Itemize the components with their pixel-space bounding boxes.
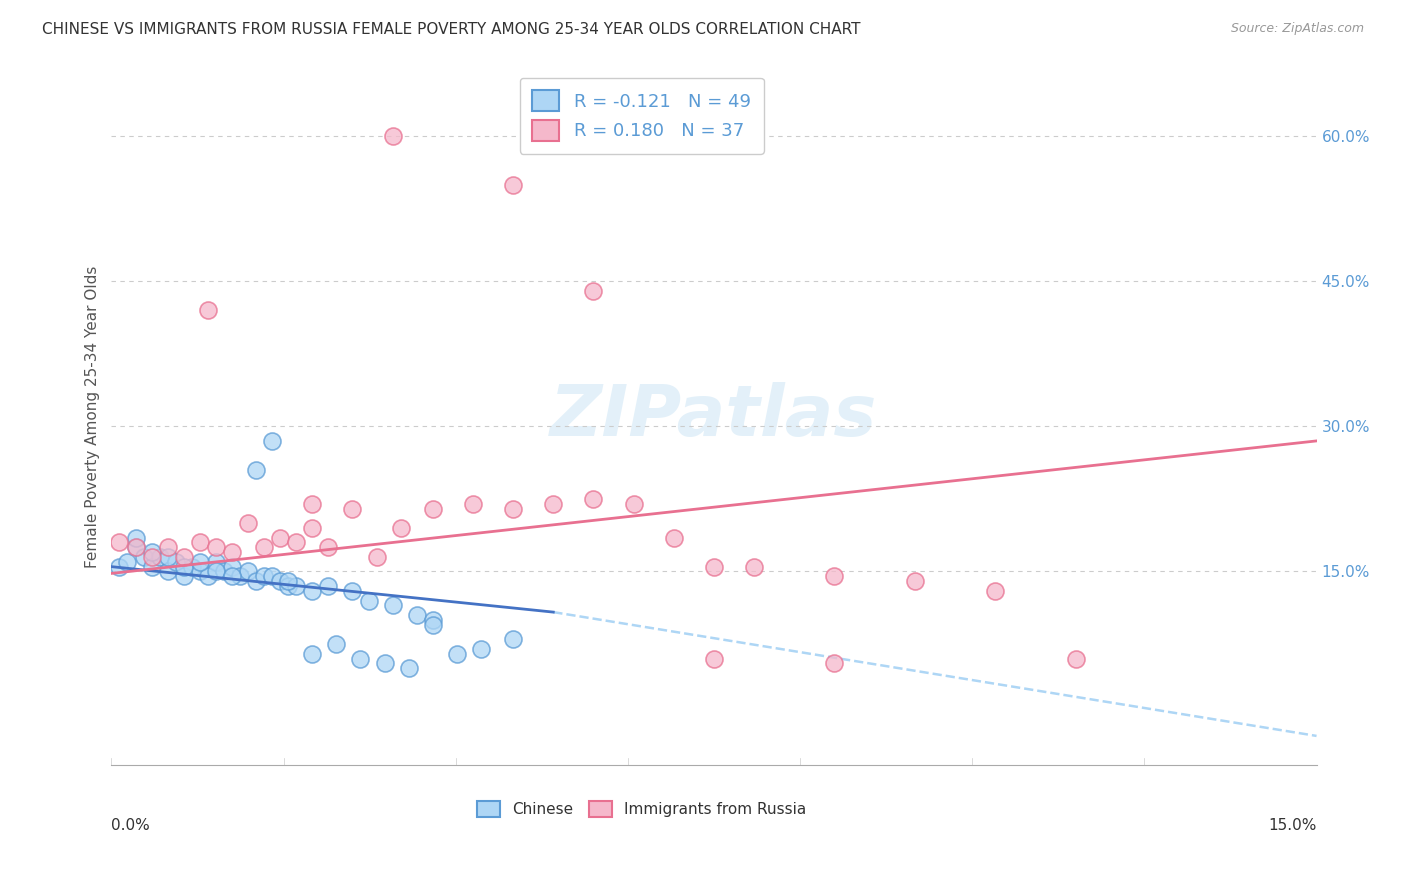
Point <box>156 565 179 579</box>
Point <box>132 549 155 564</box>
Point <box>245 463 267 477</box>
Point <box>374 657 396 671</box>
Point <box>262 569 284 583</box>
Point <box>582 491 605 506</box>
Point <box>197 303 219 318</box>
Point <box>108 559 131 574</box>
Point <box>221 559 243 574</box>
Point <box>156 541 179 555</box>
Point <box>381 129 404 144</box>
Point <box>262 434 284 448</box>
Text: Source: ZipAtlas.com: Source: ZipAtlas.com <box>1230 22 1364 36</box>
Point <box>824 569 846 583</box>
Point <box>173 569 195 583</box>
Point <box>141 559 163 574</box>
Y-axis label: Female Poverty Among 25-34 Year Olds: Female Poverty Among 25-34 Year Olds <box>86 266 100 568</box>
Point <box>197 569 219 583</box>
Point <box>141 545 163 559</box>
Point <box>205 541 228 555</box>
Point <box>543 497 565 511</box>
Point <box>318 579 340 593</box>
Point <box>124 531 146 545</box>
Point <box>904 574 927 589</box>
Point <box>502 501 524 516</box>
Point <box>124 541 146 555</box>
Legend: Chinese, Immigrants from Russia: Chinese, Immigrants from Russia <box>471 796 813 823</box>
Point <box>342 583 364 598</box>
Point <box>342 501 364 516</box>
Point <box>269 574 291 589</box>
Point <box>422 501 444 516</box>
Point <box>156 549 179 564</box>
Point <box>325 637 347 651</box>
Point <box>221 569 243 583</box>
Point <box>221 545 243 559</box>
Point <box>205 565 228 579</box>
Point <box>149 549 172 564</box>
Point <box>623 497 645 511</box>
Point <box>301 583 323 598</box>
Point <box>212 565 235 579</box>
Point <box>381 599 404 613</box>
Point <box>180 559 202 574</box>
Point <box>470 641 492 656</box>
Point <box>301 647 323 661</box>
Point <box>301 497 323 511</box>
Point <box>461 497 484 511</box>
Point <box>124 541 146 555</box>
Point <box>422 613 444 627</box>
Point <box>422 617 444 632</box>
Point <box>405 607 427 622</box>
Point <box>301 521 323 535</box>
Point <box>253 541 276 555</box>
Point <box>205 555 228 569</box>
Point <box>253 569 276 583</box>
Point <box>173 549 195 564</box>
Point <box>357 593 380 607</box>
Point <box>141 549 163 564</box>
Point <box>389 521 412 535</box>
Point <box>824 657 846 671</box>
Text: 0.0%: 0.0% <box>111 818 150 833</box>
Point <box>285 579 308 593</box>
Point <box>398 661 420 675</box>
Point <box>318 541 340 555</box>
Point <box>269 531 291 545</box>
Point <box>703 651 725 665</box>
Point <box>117 555 139 569</box>
Point <box>245 574 267 589</box>
Point <box>703 559 725 574</box>
Point <box>582 284 605 298</box>
Point <box>742 559 765 574</box>
Point <box>349 651 371 665</box>
Point <box>277 574 299 589</box>
Point <box>173 559 195 574</box>
Point <box>446 647 468 661</box>
Text: 15.0%: 15.0% <box>1268 818 1316 833</box>
Point <box>108 535 131 549</box>
Point <box>502 178 524 192</box>
Point <box>188 565 211 579</box>
Point <box>662 531 685 545</box>
Point <box>1064 651 1087 665</box>
Point <box>502 632 524 647</box>
Text: ZIPatlas: ZIPatlas <box>550 383 877 451</box>
Point <box>229 569 252 583</box>
Point <box>984 583 1007 598</box>
Point <box>236 565 259 579</box>
Point <box>165 555 187 569</box>
Point <box>188 555 211 569</box>
Point <box>285 535 308 549</box>
Point <box>277 579 299 593</box>
Point <box>188 535 211 549</box>
Text: CHINESE VS IMMIGRANTS FROM RUSSIA FEMALE POVERTY AMONG 25-34 YEAR OLDS CORRELATI: CHINESE VS IMMIGRANTS FROM RUSSIA FEMALE… <box>42 22 860 37</box>
Point <box>236 516 259 530</box>
Point <box>366 549 388 564</box>
